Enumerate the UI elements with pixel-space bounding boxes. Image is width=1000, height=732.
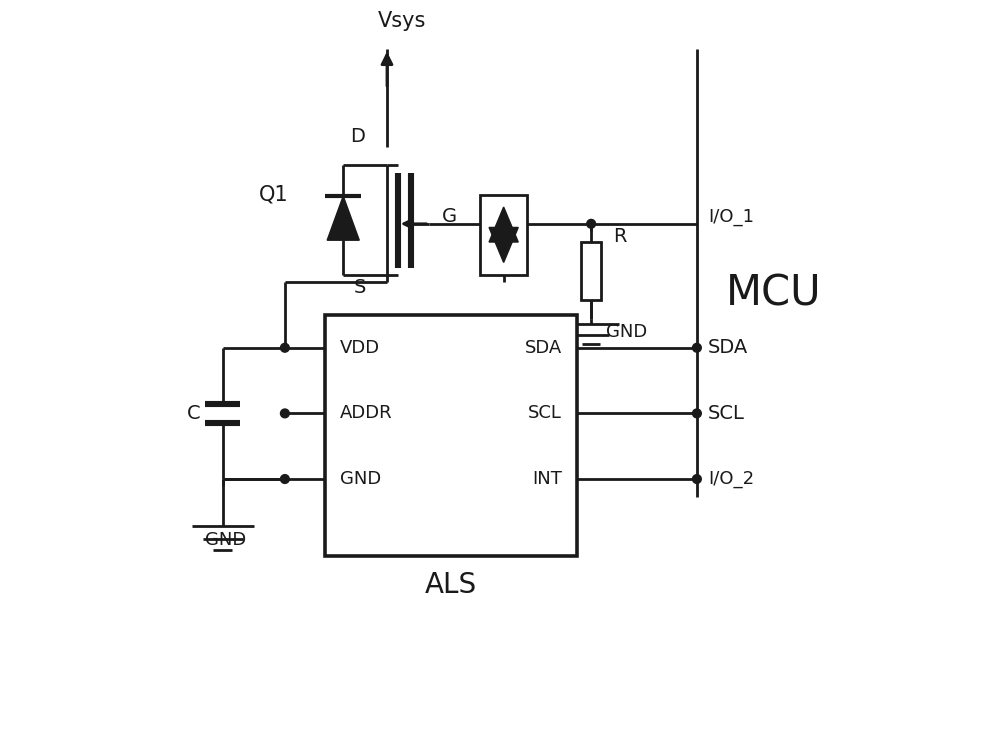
Bar [325, 315, 577, 556]
Circle shape [281, 343, 289, 352]
Circle shape [281, 474, 289, 483]
Text: C: C [187, 404, 201, 423]
Circle shape [281, 409, 289, 418]
Text: GND: GND [205, 531, 246, 548]
Text: R: R [613, 227, 627, 246]
Text: Q1: Q1 [259, 184, 289, 205]
Text: MCU: MCU [726, 272, 821, 314]
Circle shape [693, 343, 701, 352]
Text: I/O_2: I/O_2 [708, 470, 754, 488]
Text: ALS: ALS [425, 571, 477, 599]
Bar [581, 242, 601, 300]
Text: D: D [350, 127, 365, 146]
Text: GND: GND [606, 323, 647, 340]
Polygon shape [489, 228, 518, 263]
Circle shape [693, 474, 701, 483]
Text: GND: GND [340, 470, 381, 488]
Bar [480, 195, 527, 274]
Circle shape [587, 220, 596, 228]
Text: SCL: SCL [708, 404, 745, 423]
Text: INT: INT [532, 470, 562, 488]
Text: Vsys: Vsys [377, 10, 426, 31]
Text: SCL: SCL [528, 404, 562, 422]
Text: G: G [442, 207, 457, 226]
Circle shape [693, 409, 701, 418]
Polygon shape [489, 207, 518, 242]
Text: I/O_1: I/O_1 [708, 207, 754, 225]
Text: VDD: VDD [340, 339, 380, 356]
Circle shape [499, 220, 508, 228]
Text: SDA: SDA [525, 339, 562, 356]
Polygon shape [327, 196, 359, 240]
Text: S: S [354, 277, 366, 296]
Text: SDA: SDA [708, 338, 748, 357]
Text: ADDR: ADDR [340, 404, 392, 422]
